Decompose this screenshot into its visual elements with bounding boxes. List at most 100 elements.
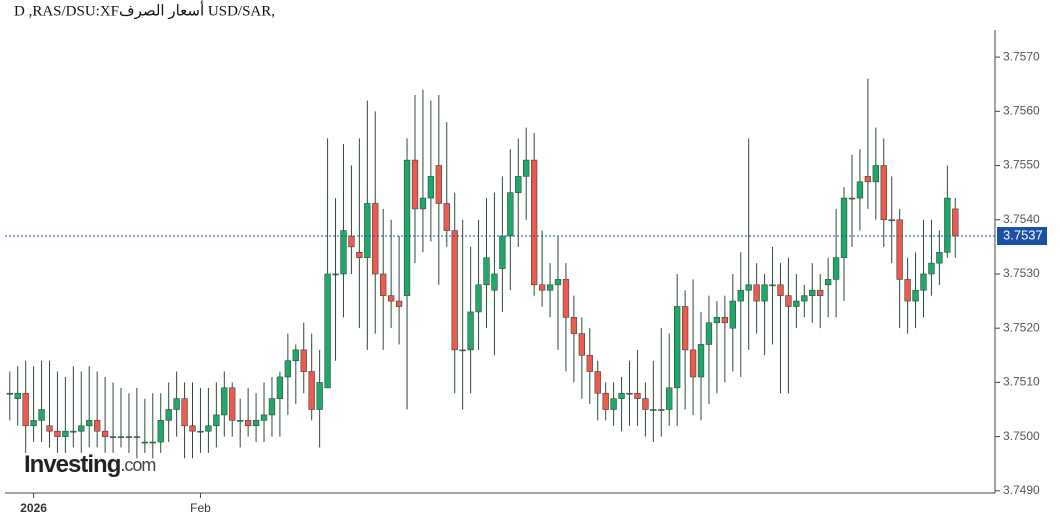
watermark: Investing.com: [24, 451, 155, 478]
candle-body: [801, 295, 808, 302]
candle-body: [920, 273, 927, 291]
candle-body: [697, 344, 705, 378]
candle-body: [292, 349, 299, 362]
candle-body: [30, 420, 37, 427]
y-tick-label: 3.7490: [1003, 483, 1040, 497]
chart-title: D ,RAS/DSU:XFأسعار الصرف USD/SAR,: [14, 0, 275, 19]
candle-body: [46, 425, 53, 432]
candle-body: [586, 354, 593, 372]
candle-body: [681, 306, 689, 351]
candle-body: [459, 349, 466, 352]
candle-body: [483, 257, 490, 286]
candle-body: [252, 420, 260, 427]
candle-body: [491, 273, 498, 291]
candle-body: [181, 398, 188, 427]
candle-body: [856, 181, 864, 199]
candle-body: [427, 176, 435, 199]
candle-body: [451, 230, 458, 351]
candle-body: [133, 436, 141, 438]
candle-body: [848, 197, 856, 200]
candle-body: [538, 284, 546, 291]
candle-body: [316, 382, 323, 410]
candle-body: [268, 398, 276, 416]
candle-body: [872, 165, 879, 183]
candle-body: [618, 392, 625, 399]
candle-body: [62, 430, 69, 437]
candle-body: [141, 441, 148, 444]
candle-body: [824, 279, 832, 286]
candle-body: [86, 420, 93, 427]
candle-body: [594, 371, 601, 394]
candle-body: [300, 349, 307, 372]
candle-body: [515, 176, 522, 193]
candle-body: [840, 197, 848, 259]
candle-body: [340, 230, 347, 275]
candle-body: [578, 333, 585, 356]
last-price-box: [997, 227, 1047, 246]
candle-body: [54, 430, 61, 437]
candle-body: [499, 235, 506, 269]
candle-body: [324, 273, 331, 389]
candle-body: [809, 289, 816, 296]
candle-body: [94, 420, 101, 432]
candle-body: [173, 398, 180, 410]
candle-body: [602, 392, 609, 410]
candle-body: [372, 203, 379, 275]
candle-body: [213, 414, 220, 427]
candle-body: [109, 436, 117, 438]
candle-body: [467, 311, 474, 351]
candle-body: [817, 289, 824, 296]
candle-body: [332, 273, 339, 276]
x-tick-label: Feb: [190, 501, 211, 515]
candle-body: [6, 392, 13, 395]
candle-body: [205, 425, 212, 432]
candle-body: [729, 300, 736, 329]
candle-body: [753, 284, 760, 302]
candle-body: [554, 279, 562, 286]
watermark-suffix: .com: [120, 455, 155, 475]
candle-body: [260, 414, 268, 421]
y-tick-label: 3.7510: [1003, 375, 1040, 389]
candle-body: [221, 387, 228, 416]
candle-body: [745, 284, 752, 291]
candle-body: [777, 284, 784, 296]
candle-body: [626, 392, 633, 395]
candle-body: [713, 317, 721, 324]
candle-body: [229, 387, 236, 421]
candle-body: [634, 392, 641, 399]
candle-body: [356, 251, 363, 259]
candle-body: [610, 398, 617, 410]
candle-body: [411, 159, 419, 210]
candle-body: [165, 409, 172, 421]
candle-body: [395, 300, 403, 307]
candle-body: [78, 425, 85, 432]
candle-body: [562, 279, 570, 318]
candle-body: [570, 317, 578, 334]
y-tick-label: 3.7560: [1003, 103, 1040, 117]
candle-body: [70, 430, 77, 433]
candle-body: [419, 197, 427, 210]
candle-body: [896, 219, 903, 280]
y-tick-label: 3.7550: [1003, 158, 1040, 172]
candle-body: [944, 197, 951, 253]
candle-body: [531, 159, 538, 286]
candle-body: [888, 219, 895, 222]
candle-body: [650, 409, 657, 411]
candle-body: [38, 409, 45, 421]
candle-body: [157, 420, 164, 443]
candle-body: [475, 284, 482, 313]
y-tick-label: 3.7540: [1003, 212, 1040, 226]
candle-body: [284, 360, 292, 378]
candle-body: [546, 284, 554, 291]
candle-body: [523, 159, 530, 177]
candle-body: [904, 279, 911, 302]
candle-body: [276, 376, 284, 399]
candle-body: [832, 257, 840, 280]
candle-body: [912, 289, 919, 302]
candle-body: [666, 387, 673, 410]
candle-body: [880, 165, 887, 221]
candle-body: [443, 203, 450, 231]
candle-body: [761, 284, 768, 302]
candle-body: [689, 349, 697, 378]
